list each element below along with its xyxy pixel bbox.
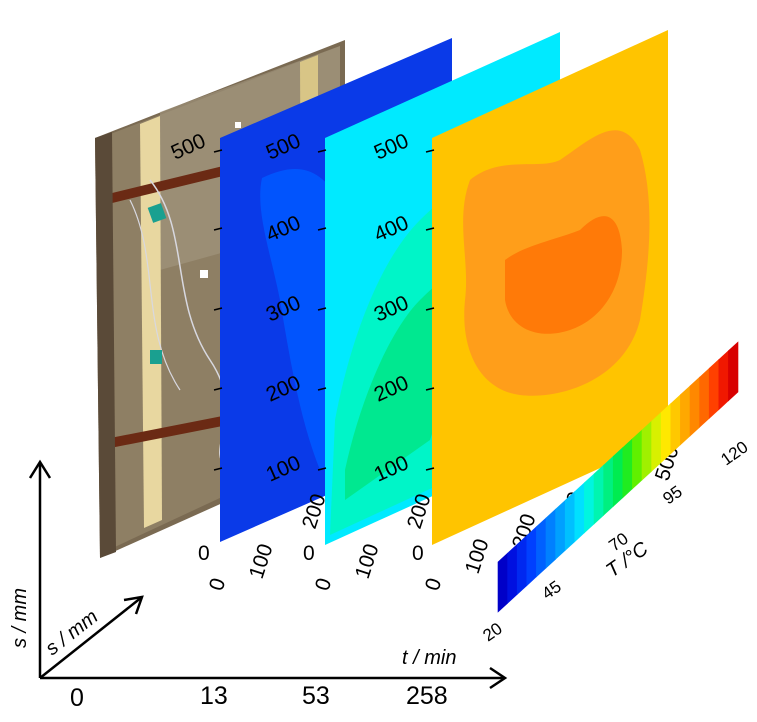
panel-t258 [432,30,668,545]
colorbar-segment [536,517,547,578]
colorbar-segment [516,534,528,596]
panel-tick-marks [213,149,435,471]
colorbar-segment [622,438,633,499]
panel-t258-region-2 [505,216,622,334]
colorbar-segment [574,482,585,543]
colorbar-segment [670,394,681,455]
colorbar-segment [545,508,556,569]
colorbar-segment [555,499,566,560]
colorbar-segment [564,490,576,552]
colorbar-segment [584,473,595,534]
colorbar-segment [593,464,604,525]
time-tick-0: 0 [70,684,84,712]
tick-label: 0 [311,575,336,593]
colorbar-segment [728,341,739,402]
colorbar-tick: 95 [659,482,685,508]
colorbar-segment [718,350,729,411]
depth-axis [39,596,143,679]
colorbar-segment [708,358,720,420]
colorbar-segment [641,420,652,481]
time-tick-53: 53 [302,682,330,710]
colorbar-segment [632,429,643,490]
colorbar-segment [603,455,614,516]
tick-label: 100 [351,541,384,581]
time-axis-label: t / min [402,647,456,669]
tick-label: 0 [303,542,315,565]
colorbar-segment [612,446,624,508]
time-tick-13: 13 [200,682,228,710]
colorbar-segment [526,526,537,587]
axes [28,459,508,690]
colorbar-segment [651,411,662,472]
colorbar-segment [507,543,518,604]
tick-label: 100 [245,541,278,581]
colorbar-segment [660,402,672,464]
time-tick-258: 258 [406,682,448,710]
colorbar-segment [699,367,710,428]
tick-label: 0 [412,542,424,565]
tick-label: 100 [461,536,494,576]
colorbar-segment [689,376,700,437]
temperature-colorbar [497,341,739,613]
colorbar-segment [680,385,691,446]
colorbar-segment [497,552,508,613]
tick-label: 0 [205,575,230,593]
tick-label: 0 [198,542,210,565]
vertical-axis-label: s / mm [9,588,31,648]
colorbar-tick: 120 [717,437,751,469]
colorbar-tick: 20 [479,619,505,645]
colorbar-tick: 45 [538,577,564,603]
tick-label: 0 [421,575,446,593]
